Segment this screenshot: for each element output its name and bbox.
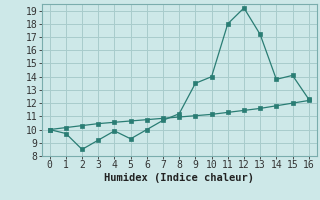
- X-axis label: Humidex (Indice chaleur): Humidex (Indice chaleur): [104, 173, 254, 183]
